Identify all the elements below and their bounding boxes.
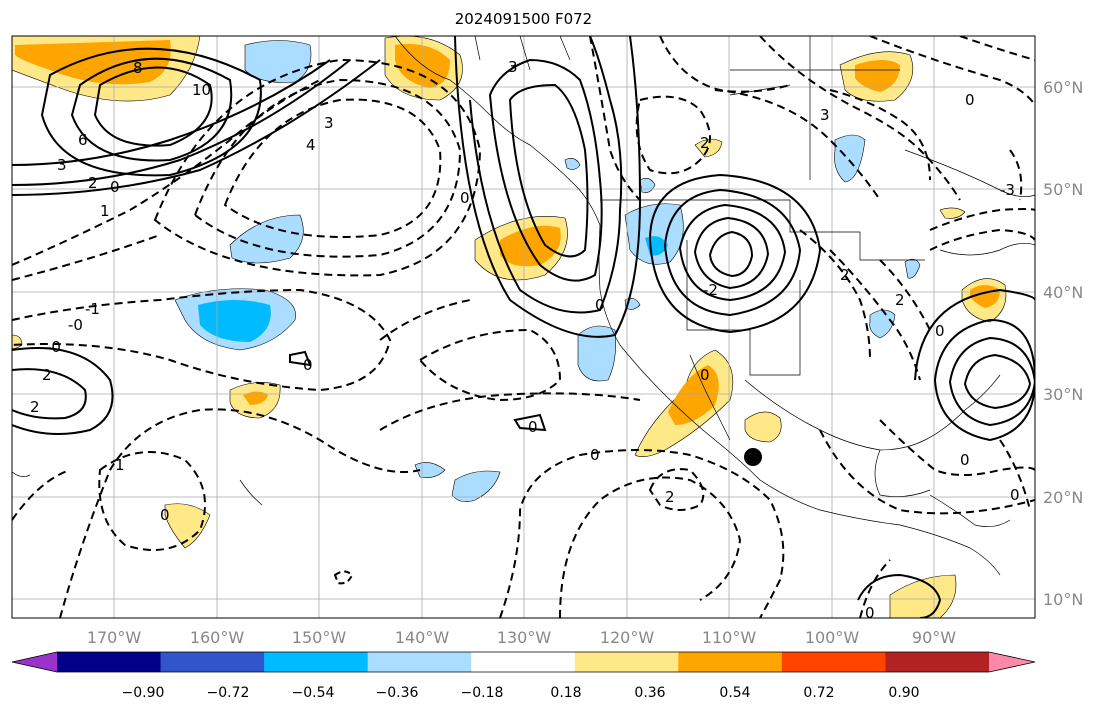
contour-label: 0 <box>110 178 120 196</box>
contour-label: -0 <box>68 316 83 334</box>
contour-label: 2 <box>700 134 710 152</box>
colorbar-extend-min <box>12 652 57 672</box>
colorbar-tick-label: −0.18 <box>461 685 504 701</box>
colorbar-segment <box>885 652 990 672</box>
chart-title: 2024091500 F072 <box>454 10 593 28</box>
longitude-labels: 170°W 160°W 150°W 140°W 130°W 120°W 110°… <box>87 628 956 647</box>
contour-label: 1 <box>100 202 110 220</box>
lat-label: 20°N <box>1043 488 1083 507</box>
station-marker <box>744 448 762 466</box>
contour-label: -2 <box>703 281 718 299</box>
latitude-labels: 60°N 50°N 40°N 30°N 20°N 10°N <box>1043 78 1083 609</box>
colorbar-tick-label: 0.18 <box>550 685 581 701</box>
contour-label: 0 <box>1010 486 1020 504</box>
colorbar-segment <box>264 652 369 672</box>
contour-label: 0 <box>160 506 170 524</box>
colorbar-tick-labels: −0.90 −0.72 −0.54 −0.36 −0.18 0.18 0.36 … <box>122 685 920 701</box>
colorbar-segment <box>471 652 576 672</box>
lon-label: 100°W <box>805 628 860 647</box>
shading-positive <box>12 36 1007 618</box>
lat-label: 30°N <box>1043 385 1083 404</box>
lon-label: 160°W <box>190 628 245 647</box>
contour-label: 2 <box>895 291 905 309</box>
contour-label: 0 <box>935 322 945 340</box>
contour-label: 0 <box>460 189 470 207</box>
contour-lines <box>12 36 1035 618</box>
lon-label: 150°W <box>292 628 347 647</box>
colorbar-extend-max <box>989 652 1035 672</box>
colorbar-tick-label: −0.72 <box>207 685 250 701</box>
contour-label: 3 <box>820 106 830 124</box>
colorbar-outline <box>11 651 1036 673</box>
colorbar-segment <box>367 652 472 672</box>
lat-label: 10°N <box>1043 590 1083 609</box>
contour-label: 0 <box>528 418 538 436</box>
contour-label: 0 <box>595 296 605 314</box>
colorbar-tick-label: 0.72 <box>803 685 834 701</box>
contour-label: 10 <box>192 81 211 99</box>
colorbar-segment <box>781 652 886 672</box>
map-frame <box>11 35 1036 619</box>
lat-label: 60°N <box>1043 78 1083 97</box>
contour-label: 2 <box>88 174 98 192</box>
colorbar-tick-label: 0.54 <box>719 685 750 701</box>
colorbar-tick-label: 0.36 <box>634 685 665 701</box>
contour-label: -0 <box>46 338 61 356</box>
contour-label: 0 <box>965 91 975 109</box>
contour-label: 1 <box>115 456 125 474</box>
contour-label: 2 <box>665 488 675 506</box>
contour-label: 0 <box>865 604 875 622</box>
contour-label: 2 <box>30 398 40 416</box>
contour-label: -1 <box>85 300 100 318</box>
contour-label: 3 <box>508 58 518 76</box>
lon-label: 110°W <box>702 628 757 647</box>
lon-label: 170°W <box>87 628 142 647</box>
lat-label: 40°N <box>1043 283 1083 302</box>
lon-label: 90°W <box>912 628 956 647</box>
colorbar-segment <box>574 652 679 672</box>
contour-label: 4 <box>306 136 316 154</box>
contour-label: 0 <box>303 356 313 374</box>
contour-label: 3 <box>324 114 334 132</box>
contour-label: -3 <box>1000 181 1015 199</box>
lat-label: 50°N <box>1043 180 1083 199</box>
contour-label: 3 <box>57 156 67 174</box>
coastlines <box>12 36 1035 576</box>
contour-label: 8 <box>133 59 143 77</box>
contour-labels: 8 10 6 3 2 0 1 4 3 0 3 -1 -0 -0 2 2 1 0 … <box>30 58 1020 622</box>
map-panel: 8 10 6 3 2 0 1 4 3 0 3 -1 -0 -0 2 2 1 0 … <box>12 36 1035 622</box>
contour-label: 0 <box>960 451 970 469</box>
colorbar-tick-label: 0.90 <box>888 685 919 701</box>
lon-label: 120°W <box>600 628 655 647</box>
contour-label: 0 <box>700 366 710 384</box>
colorbar-segment <box>678 652 783 672</box>
colorbar-segment <box>57 652 162 672</box>
colorbar-tick-label: −0.90 <box>122 685 165 701</box>
contour-label: 6 <box>78 131 88 149</box>
contour-label: 0 <box>590 446 600 464</box>
contour-label: 2 <box>42 366 52 384</box>
colorbar <box>11 651 1036 673</box>
colorbar-segment <box>160 652 265 672</box>
colorbar-tick-label: −0.36 <box>376 685 419 701</box>
graticule <box>12 36 1035 618</box>
contour-label: 2 <box>840 266 850 284</box>
colorbar-tick-label: −0.54 <box>292 685 335 701</box>
lon-label: 130°W <box>497 628 552 647</box>
lon-label: 140°W <box>395 628 450 647</box>
